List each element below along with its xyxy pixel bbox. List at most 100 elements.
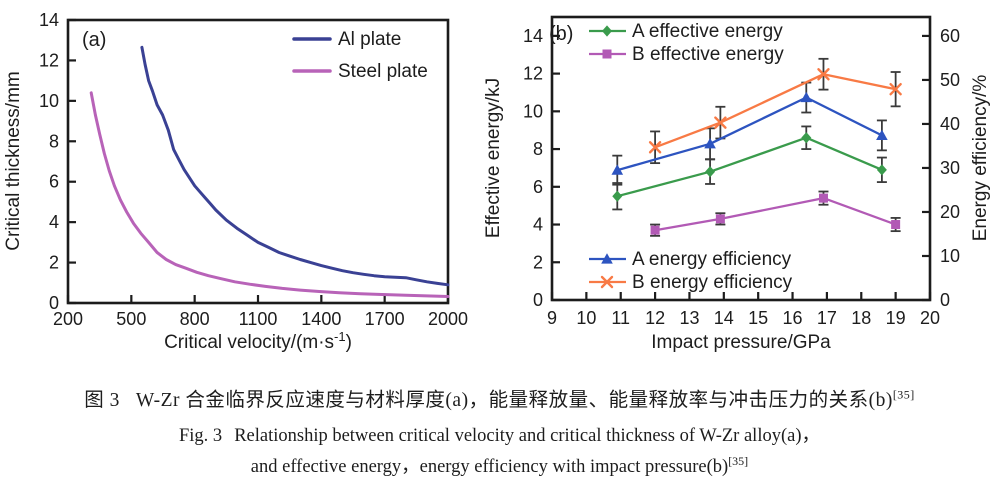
- caption-en-ref: [35]: [728, 453, 749, 468]
- x-marker: [889, 82, 902, 96]
- x-tick-label: 14: [714, 308, 734, 328]
- legend-label-al-plate: Al plate: [338, 29, 401, 50]
- caption-en-text-1: Relationship between critical velocity a…: [234, 426, 820, 446]
- y-tick-label: 8: [533, 139, 543, 159]
- x-tick-label: 16: [783, 308, 803, 328]
- legend-marker-b-energy-efficiency: [600, 275, 614, 289]
- y-tick-label: 30: [940, 158, 960, 178]
- y-tick-label: 14: [39, 10, 59, 30]
- caption-en-label: Fig. 3: [179, 426, 223, 446]
- triangle-marker: [800, 91, 813, 103]
- square-marker: [715, 214, 725, 224]
- triangle-marker: [611, 164, 624, 175]
- chart-b-x-axis: 9 10 11 12 13 14 15 16 17 18 19 20: [547, 292, 940, 328]
- x-tick-label: 11: [611, 308, 630, 328]
- diamond-marker: [801, 132, 812, 144]
- errorbars-a-energy-efficiency: [612, 81, 887, 186]
- line-b-effective-energy: [654, 196, 896, 232]
- y-tick-label: 60: [940, 26, 960, 46]
- chart-b-left-axis: 0 2 4 6 8 10 12 14: [523, 26, 560, 310]
- chart-b-left-label: Effective energy/kJ: [485, 78, 504, 238]
- x-marker: [648, 141, 662, 154]
- y-tick-label: 12: [39, 50, 59, 70]
- legend-label-a-effective-energy: A effective energy: [632, 21, 783, 42]
- markers-a-energy-efficiency: [611, 91, 888, 175]
- y-tick-label: 10: [523, 101, 543, 121]
- x-marker: [714, 116, 727, 129]
- chart-a-y-axis: 0 2 4 6 8 10 12 14: [39, 10, 76, 313]
- y-tick-label: 6: [533, 177, 543, 197]
- caption-zh-ref: [35]: [892, 387, 915, 402]
- y-tick-label: 20: [940, 202, 960, 222]
- x-tick-label: 200: [53, 309, 83, 329]
- legend-label-a-energy-efficiency: A energy efficiency: [632, 249, 792, 270]
- legend-marker-b-effective-energy: [602, 49, 612, 59]
- y-tick-label: 40: [940, 114, 960, 134]
- legend-label-b-effective-energy: B effective energy: [632, 44, 784, 65]
- panel-label-a: (a): [82, 29, 106, 51]
- legend-marker-a-energy-efficiency: [601, 253, 613, 264]
- diamond-marker: [705, 166, 716, 178]
- legend-label-steel-plate: Steel plate: [338, 61, 428, 82]
- markers-a-effective-energy: [612, 132, 887, 202]
- triangle-marker: [876, 129, 888, 140]
- y-tick-label: 4: [49, 212, 59, 232]
- y-tick-label: 0: [940, 290, 950, 310]
- y-tick-label: 2: [49, 253, 59, 273]
- y-tick-label: 2: [533, 252, 543, 272]
- x-marker: [817, 68, 830, 81]
- y-tick-label: 12: [523, 64, 543, 84]
- square-marker: [891, 220, 901, 230]
- caption-line-zh: 图 3 W-Zr 合金临界反应速度与材料厚度(a)，能量释放量、能量释放率与冲击压…: [0, 383, 999, 412]
- diamond-marker: [612, 190, 623, 202]
- diamond-marker: [876, 164, 887, 176]
- chart-b-x-label: Impact pressure/GPa: [651, 332, 831, 353]
- markers-b-energy-efficiency: [648, 68, 902, 154]
- x-tick-label: 18: [851, 308, 871, 328]
- errorbars-a-effective-energy: [612, 125, 887, 211]
- x-tick-label: 1400: [301, 309, 341, 329]
- triangle-marker: [704, 137, 716, 149]
- y-tick-label: 50: [940, 70, 960, 90]
- line-a-effective-energy: [617, 136, 883, 198]
- caption-zh-text: W-Zr 合金临界反应速度与材料厚度(a)，能量释放量、能量释放率与冲击压力的关…: [135, 390, 893, 411]
- y-tick-label: 4: [533, 215, 543, 235]
- x-tick-label: 800: [180, 309, 210, 329]
- square-marker: [650, 225, 660, 235]
- chart-b-effective-energy: 9 10 11 12 13 14 15 16 17 18 19 2002468101214010203…: [485, 15, 991, 353]
- y-tick-label: 8: [49, 131, 59, 151]
- x-tick-label: 2000: [428, 309, 468, 329]
- chart-a-critical-thickness: 200 500 800 1100 1400 1700 2000 0 2 4 6 8 10 12 14 (a) C…: [3, 10, 468, 353]
- x-tick-label: 10: [576, 308, 596, 328]
- charts-row: 200 500 800 1100 1400 1700 2000 0 2 4 6 8 10 12 14 (a) C…: [3, 10, 991, 353]
- y-tick-label: 10: [940, 246, 960, 266]
- chart-a-y-label: Critical thickness/mm: [3, 71, 24, 250]
- chart-a-legend: Al plate Steel plate: [292, 29, 428, 82]
- caption-line-en-1: Fig. 3 Relationship between critical velo…: [0, 421, 999, 447]
- panel-label-b: (b): [549, 23, 573, 45]
- x-tick-label: 17: [817, 308, 837, 328]
- caption-en-text-2: and effective energy，energy efficiency w…: [250, 457, 729, 477]
- y-tick-label: 0: [533, 290, 543, 310]
- line-a-energy-efficiency: [616, 96, 883, 172]
- x-tick-label: 13: [679, 308, 699, 328]
- y-tick-label: 6: [49, 172, 59, 192]
- y-tick-label: 10: [39, 91, 59, 111]
- chart-a-x-axis: 200 500 800 1100 1400 1700 2000: [53, 295, 468, 329]
- chart-a-x-label: Critical velocity/(m·s-1): [164, 329, 352, 353]
- curve-al-plate: [140, 45, 450, 287]
- caption-zh-label: 图 3: [84, 390, 120, 411]
- markers-b-effective-energy: [650, 193, 901, 235]
- line-b-energy-efficiency: [654, 73, 896, 149]
- y-tick-label: 14: [523, 26, 543, 46]
- y-tick-label: 0: [49, 293, 59, 313]
- caption-line-en-2: and effective energy，energy efficiency w…: [0, 452, 999, 478]
- x-tick-label: 1700: [365, 309, 405, 329]
- x-tick-label: 1100: [239, 309, 278, 329]
- chart-b-right-axis: 0 10 20 30 40 50 60: [922, 26, 960, 310]
- legend-marker-a-effective-energy: [602, 25, 612, 37]
- square-marker: [818, 193, 828, 203]
